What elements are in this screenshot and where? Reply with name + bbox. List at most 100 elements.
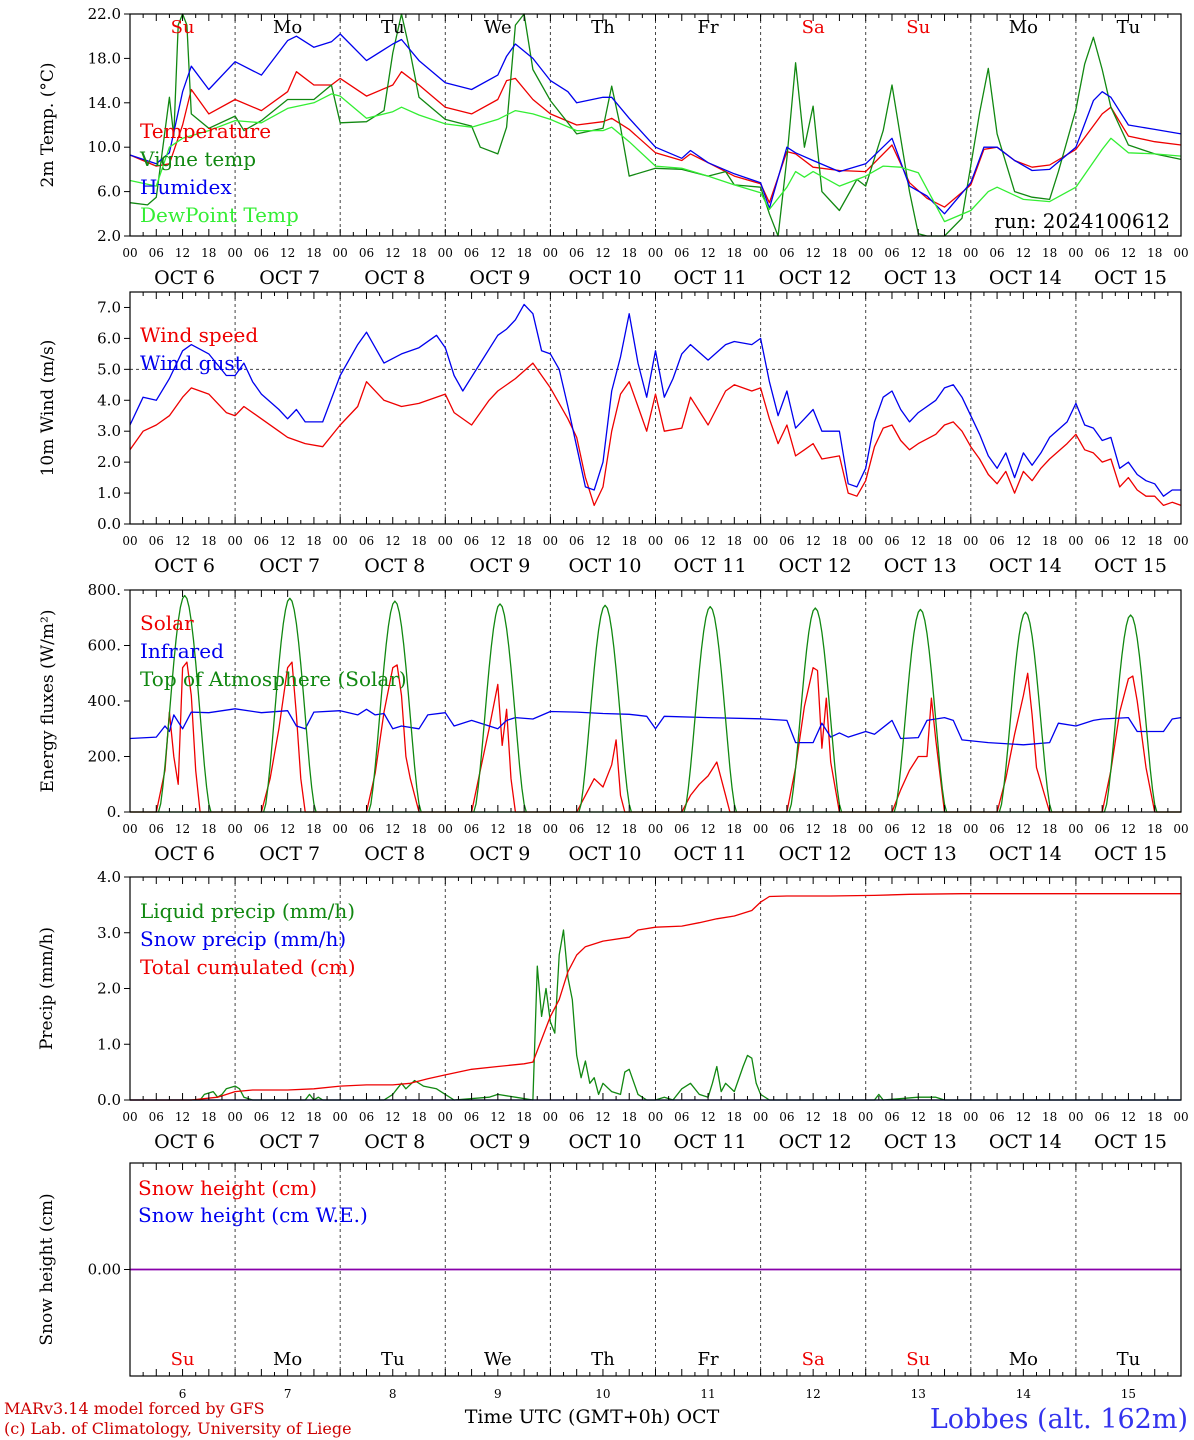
x-hour-label: 06 xyxy=(1095,246,1110,260)
x-hour-label: 00 xyxy=(963,822,978,836)
x-hour-label: 12 xyxy=(911,822,926,836)
x-date-label: OCT 7 xyxy=(259,843,320,865)
day-of-week-label: Su xyxy=(906,17,930,38)
x-date-label: OCT 15 xyxy=(1094,267,1167,289)
day-of-week-label: Su xyxy=(906,1349,930,1370)
x-hour-label: 18 xyxy=(727,534,742,548)
legend-entry: Snow height (cm) xyxy=(138,1176,317,1200)
y-tick-label: 4.0 xyxy=(97,391,121,409)
x-hour-label: 12 xyxy=(1016,822,1031,836)
y-tick-label: 10.0 xyxy=(88,138,121,156)
x-hour-label: 18 xyxy=(937,1110,952,1124)
x-hour-label: 00 xyxy=(858,246,873,260)
x-hour-label: 00 xyxy=(1068,246,1083,260)
x-date-label: OCT 11 xyxy=(674,843,747,865)
y-axis-label: 2m Temp. (°C) xyxy=(38,62,58,187)
x-hour-label: 18 xyxy=(937,246,952,260)
x-date-label: OCT 6 xyxy=(154,555,215,577)
x-date-label: OCT 13 xyxy=(884,267,957,289)
day-of-week-label: Mo xyxy=(1009,17,1038,38)
x-hour-label: 06 xyxy=(1095,534,1110,548)
x-hour-label: 00 xyxy=(1068,822,1083,836)
x-date-label: OCT 6 xyxy=(154,1131,215,1153)
x-hour-label: 18 xyxy=(937,534,952,548)
x-hour-label: 00 xyxy=(1173,1110,1188,1124)
x-hour-label: 00 xyxy=(122,246,137,260)
x-date-label: OCT 14 xyxy=(989,1131,1062,1153)
x-hour-label: 06 xyxy=(569,534,584,548)
x-date-label: OCT 12 xyxy=(779,1131,852,1153)
x-hour-label: 00 xyxy=(963,246,978,260)
x-hour-label: 18 xyxy=(306,534,321,548)
x-hour-label: 00 xyxy=(753,822,768,836)
x-hour-label: 12 xyxy=(175,822,190,836)
x-hour-label: 06 xyxy=(1095,822,1110,836)
day-of-week-label: Sa xyxy=(802,17,825,38)
x-date-label: OCT 6 xyxy=(154,843,215,865)
x-hour-label: 06 xyxy=(464,534,479,548)
x-hour-label: 18 xyxy=(306,1110,321,1124)
y-tick-label: 2.0 xyxy=(97,227,121,245)
x-hour-label: 06 xyxy=(359,822,374,836)
day-number-label: 9 xyxy=(494,1387,502,1401)
x-hour-label: 18 xyxy=(411,1110,426,1124)
x-date-label: OCT 9 xyxy=(469,267,530,289)
x-hour-label: 00 xyxy=(1173,246,1188,260)
y-tick-label: 800. xyxy=(88,581,121,599)
legend-entry: Solar xyxy=(140,611,194,635)
legend-entry: Snow precip (mm/h) xyxy=(140,927,346,951)
legend-entry: Vigne temp xyxy=(139,147,256,171)
y-tick-label: 1.0 xyxy=(97,484,121,502)
y-tick-label: 22.0 xyxy=(88,5,121,23)
x-hour-label: 00 xyxy=(1068,534,1083,548)
x-hour-label: 06 xyxy=(674,534,689,548)
location-label: Lobbes (alt. 162m) xyxy=(930,1404,1188,1435)
day-of-week-label: Tu xyxy=(1117,17,1141,38)
x-date-label: OCT 8 xyxy=(364,843,425,865)
x-hour-label: 12 xyxy=(490,1110,505,1124)
x-date-label: OCT 6 xyxy=(154,267,215,289)
x-date-label: OCT 8 xyxy=(364,1131,425,1153)
day-number-label: 14 xyxy=(1016,1387,1032,1401)
day-of-week-label: Sa xyxy=(802,1349,825,1370)
x-hour-label: 18 xyxy=(1147,534,1162,548)
x-date-label: OCT 14 xyxy=(989,555,1062,577)
x-hour-label: 18 xyxy=(832,1110,847,1124)
y-tick-label: 0.0 xyxy=(97,1091,121,1109)
x-hour-label: 06 xyxy=(779,534,794,548)
y-tick-label: 200. xyxy=(88,748,121,766)
day-number-label: 15 xyxy=(1121,1387,1136,1401)
panel-5: 0.00 Snow height (cm) Su Mo Tu We Th Fr Sa Su Mo Tu… xyxy=(37,1162,1182,1401)
x-date-label: OCT 15 xyxy=(1094,1131,1167,1153)
x-hour-label: 18 xyxy=(201,246,216,260)
x-hour-label: 12 xyxy=(490,822,505,836)
x-hour-label: 00 xyxy=(543,534,558,548)
x-hour-label: 12 xyxy=(385,246,400,260)
day-number-label: 12 xyxy=(806,1387,821,1401)
x-hour-label: 18 xyxy=(622,246,637,260)
x-hour-label: 12 xyxy=(385,1110,400,1124)
x-date-label: OCT 7 xyxy=(259,555,320,577)
x-hour-label: 06 xyxy=(884,534,899,548)
x-date-label: OCT 11 xyxy=(674,555,747,577)
x-hour-label: 06 xyxy=(254,1110,269,1124)
legend-entry: Total cumulated (cm) xyxy=(140,955,356,979)
x-hour-label: 06 xyxy=(359,1110,374,1124)
x-hour-label: 18 xyxy=(1042,822,1057,836)
day-number-label: 7 xyxy=(284,1387,292,1401)
x-hour-label: 18 xyxy=(727,822,742,836)
series-line-liquid-precip-mm-h xyxy=(130,929,1181,1101)
y-axis-label: Snow height (cm) xyxy=(37,1193,57,1345)
x-hour-label: 18 xyxy=(727,1110,742,1124)
x-hour-label: 00 xyxy=(648,822,663,836)
x-hour-label: 18 xyxy=(1042,1110,1057,1124)
x-hour-label: 06 xyxy=(149,822,164,836)
x-hour-label: 06 xyxy=(464,822,479,836)
run-annotation: run: 2024100612 xyxy=(994,209,1170,233)
panel-4: 0.0 1.0 2.0 3.0 4.0 Precip (mm/h) 00 06 12 18 00 06… xyxy=(37,868,1189,1153)
y-tick-label: 0.0 xyxy=(97,515,121,533)
x-hour-label: 06 xyxy=(464,246,479,260)
x-date-label: OCT 9 xyxy=(469,555,530,577)
x-hour-label: 06 xyxy=(989,1110,1004,1124)
